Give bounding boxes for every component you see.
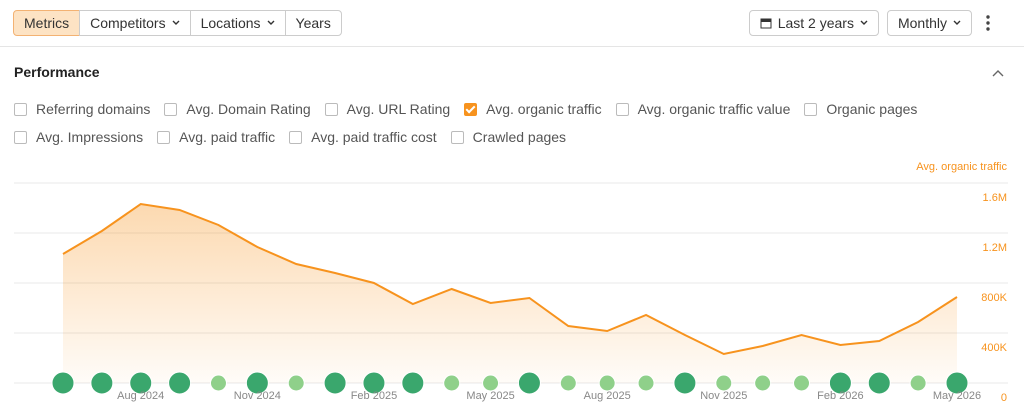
line: [62, 202, 958, 356]
x-tick-label: Feb 2025: [351, 390, 397, 402]
option-label: Avg. Domain Rating: [186, 101, 311, 117]
annotation-marker: [673, 371, 697, 395]
x-tick-label: Nov 2025: [700, 390, 747, 402]
checkbox[interactable]: [804, 102, 818, 116]
tab-label: Metrics: [24, 15, 70, 31]
annotation-marker: [559, 374, 577, 392]
annotation-marker: [362, 371, 386, 395]
tab[interactable]: Competitors: [79, 10, 191, 36]
tab-label: Competitors: [90, 15, 166, 31]
option-label: Avg. Impressions: [36, 129, 144, 145]
y-tick-label: 400K: [981, 342, 1007, 354]
x-tick-label: Aug 2024: [117, 390, 164, 402]
checkbox[interactable]: [324, 102, 338, 116]
interval-button[interactable]: Monthly: [886, 10, 972, 36]
checkbox[interactable]: [14, 102, 27, 116]
metric-option[interactable]: Crawled pages: [450, 129, 567, 145]
chart: Avg. organic traffic 0 400K 800K 1.2M 1.6M Aug…: [14, 161, 1008, 404]
annotation-marker: [715, 374, 733, 392]
range-label: Last 2 years: [777, 15, 854, 31]
option-label: Avg. URL Rating: [346, 101, 451, 117]
metric-options: Referring domains Avg. Domain Rating Avg. …: [14, 95, 931, 151]
checkbox[interactable]: [289, 130, 303, 144]
y-tick-label: 0: [1001, 392, 1007, 404]
area: [63, 204, 957, 383]
tab-label: Years: [295, 15, 331, 31]
metric-option[interactable]: Avg. paid traffic cost: [289, 129, 437, 145]
calendar-icon: [760, 18, 772, 29]
option-label: Avg. organic traffic: [486, 101, 602, 117]
option-label: Crawled pages: [472, 129, 567, 145]
annotation-marker: [209, 374, 227, 392]
metric-option[interactable]: Avg. organic traffic: [464, 101, 602, 117]
checkbox[interactable]: [14, 130, 27, 144]
annotation-marker: [867, 371, 891, 395]
annotation-marker: [90, 371, 114, 395]
range-button[interactable]: Last 2 years: [748, 10, 879, 36]
annotation-marker: [517, 371, 541, 395]
option-label: Avg. paid traffic cost: [311, 129, 437, 145]
section-title: Performance: [14, 64, 100, 80]
annotation-marker: [637, 374, 655, 392]
annotation-marker: [482, 374, 500, 392]
option-row: Referring domains Avg. Domain Rating Avg. …: [14, 95, 931, 123]
tab-bar: Metrics Competitors Locations Years: [13, 10, 342, 36]
metric-option[interactable]: Referring domains: [14, 101, 150, 117]
interval-label: Monthly: [897, 15, 947, 31]
annotation-marker: [443, 374, 461, 392]
metric-option[interactable]: Organic pages: [804, 101, 917, 117]
annotation-marker: [168, 371, 192, 395]
tab[interactable]: Metrics: [13, 10, 81, 36]
option-label: Referring domains: [36, 101, 151, 117]
tab[interactable]: Locations: [189, 10, 286, 36]
legend-label: Avg. organic traffic: [916, 161, 1007, 173]
chevron: [267, 20, 275, 25]
collapse-toggle[interactable]: [992, 69, 1004, 77]
chevron: [860, 20, 868, 25]
checkbox[interactable]: [464, 102, 478, 116]
tab[interactable]: Years: [284, 10, 342, 36]
x-tick-label: Feb 2026: [817, 390, 863, 402]
y-tick-label: 1.6M: [983, 192, 1007, 204]
y-tick-label: 800K: [981, 292, 1007, 304]
y-tick-label: 1.2M: [983, 242, 1007, 254]
annotation-marker: [793, 374, 811, 392]
x-tick-label: Aug 2025: [584, 390, 631, 402]
annotation-marker: [245, 371, 269, 395]
checkbox[interactable]: [615, 102, 629, 116]
checkbox[interactable]: [450, 130, 464, 144]
metric-option[interactable]: Avg. Domain Rating: [164, 101, 311, 117]
more-menu[interactable]: [980, 13, 996, 33]
metric-option[interactable]: Avg. organic traffic value: [615, 101, 791, 117]
metric-option[interactable]: Avg. Impressions: [14, 129, 143, 145]
chevron: [172, 20, 180, 25]
annotation-marker: [754, 374, 772, 392]
option-label: Avg. paid traffic: [179, 129, 276, 145]
x-tick-label: May 2026: [933, 390, 981, 402]
annotation-marker: [909, 374, 927, 392]
option-row: Avg. Impressions Avg. paid traffic Avg. pa…: [14, 123, 931, 151]
x-tick-label: May 2025: [466, 390, 514, 402]
annotation-marker: [323, 371, 347, 395]
annotation-marker: [598, 374, 616, 392]
annotation-marker: [129, 371, 153, 395]
annotation-marker: [287, 374, 305, 392]
x-tick-label: Nov 2024: [234, 390, 281, 402]
chevron: [953, 20, 961, 25]
controls: Last 2 years Monthly: [748, 10, 996, 36]
tab-label: Locations: [200, 15, 261, 31]
divider: [0, 46, 1024, 47]
annotation-marker: [828, 371, 852, 395]
option-label: Avg. organic traffic value: [637, 101, 791, 117]
metric-option[interactable]: Avg. URL Rating: [324, 101, 451, 117]
annotation-marker: [51, 371, 75, 395]
option-label: Organic pages: [826, 101, 918, 117]
annotation-marker: [945, 371, 969, 395]
annotation-marker: [401, 371, 425, 395]
checkbox[interactable]: [164, 102, 178, 116]
checkbox[interactable]: [157, 130, 171, 144]
metric-option[interactable]: Avg. paid traffic: [157, 129, 275, 145]
